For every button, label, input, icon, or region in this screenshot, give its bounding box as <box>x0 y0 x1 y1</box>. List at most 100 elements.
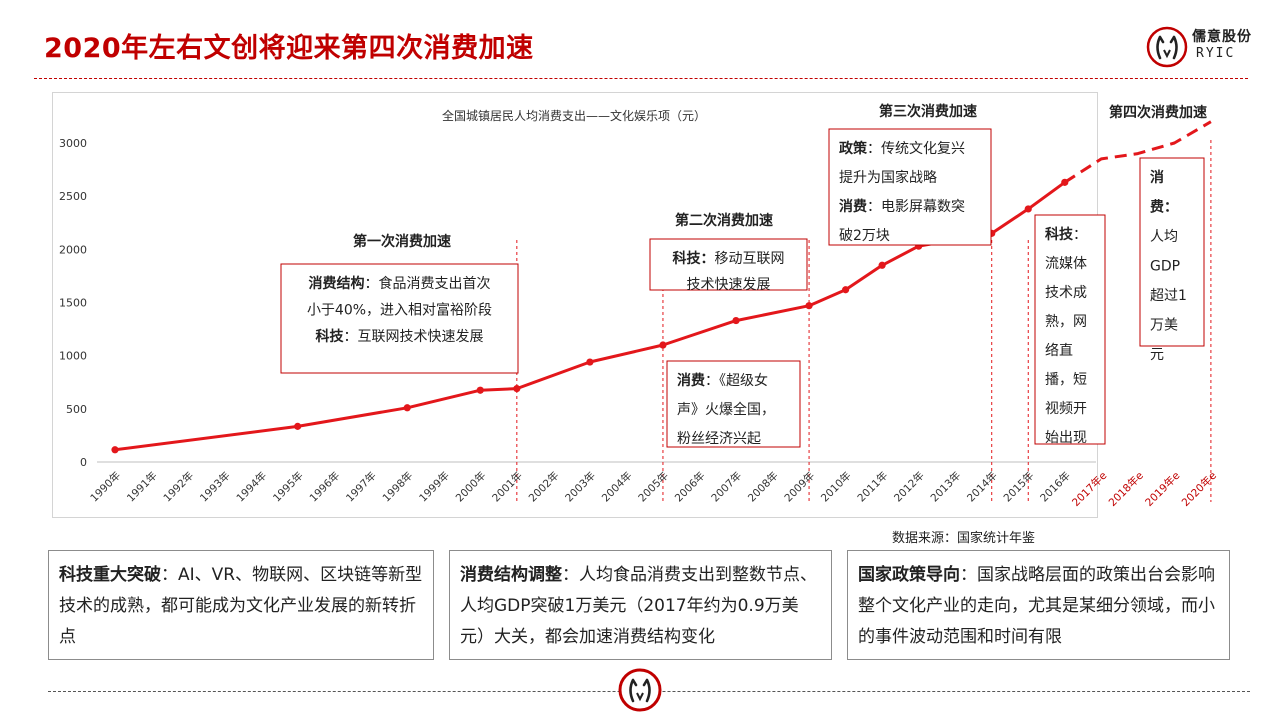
x-tick-label: 2003年 <box>562 469 598 505</box>
y-tick-label: 1000 <box>59 350 87 363</box>
annotation-text: 万美 <box>1150 318 1178 334</box>
annotation-box <box>1034 214 1106 445</box>
x-tick-label: 2016年 <box>1037 469 1073 505</box>
annotation-keyword: 消 <box>1150 169 1164 186</box>
note-policy-guidance: 国家政策导向：国家战略层面的政策出台会影响整个文化产业的走向，尤其是某细分领域，… <box>847 550 1230 660</box>
y-tick-label: 2500 <box>59 190 87 203</box>
stage-heading: 第二次消费加速 <box>675 212 773 229</box>
annotation-line: 始出现 <box>1045 430 1087 446</box>
y-tick-label: 0 <box>80 456 87 469</box>
y-tick-label: 1500 <box>59 297 87 310</box>
annotation-line: 熟，网 <box>1045 314 1087 330</box>
annotation-text: ：电影屏幕数突 <box>867 199 965 215</box>
x-tick-label: 1993年 <box>197 469 233 505</box>
data-point <box>294 422 302 430</box>
annotation-line: 消费：电影屏幕数突 <box>839 198 965 215</box>
annotation-text: 小于40%，进入相对富裕阶段 <box>307 302 492 319</box>
consumption-line-chart: 全国城镇居民人均消费支出——文化娱乐项（元） 0 500 1000 1500 2000 25… <box>59 103 1219 509</box>
annotation-line: 技术成 <box>1045 285 1087 301</box>
annotation-text: 粉丝经济兴起 <box>677 431 761 447</box>
annotation-line: 消 <box>1150 169 1164 186</box>
annotation-box <box>1139 157 1205 347</box>
annotation-text: 人均 <box>1150 229 1178 245</box>
annotation-line: 粉丝经济兴起 <box>677 431 761 447</box>
annotation-line: 技术快速发展 <box>687 277 771 293</box>
data-point <box>1061 178 1069 186</box>
y-tick-label: 500 <box>66 403 87 416</box>
annotation-keyword: 科技 <box>316 328 345 345</box>
x-tick-label: 2013年 <box>928 469 964 505</box>
x-tick-label: 1994年 <box>234 469 270 505</box>
logo-name-en: RYIC <box>1196 46 1236 61</box>
x-tick-label: 1996年 <box>307 469 343 505</box>
x-tick-label: 2019年e <box>1142 469 1182 509</box>
stage-heading: 第四次消费加速 <box>1109 104 1207 121</box>
data-point <box>659 341 667 349</box>
annotation-text: 技术快速发展 <box>687 277 771 293</box>
note-text: ：AI、VR、物联网、区块链等新型技术的成熟，都可能成为文化产业发展的新转折点 <box>59 565 423 647</box>
note-heading: 国家政策导向 <box>858 565 960 585</box>
x-tick-label: 2018年e <box>1106 469 1146 509</box>
annotation-keyword: 科技： <box>673 250 715 267</box>
note-consumption-structure: 消费结构调整：人均食品消费支出到整数节点、人均GDP突破1万美元（2017年约为… <box>449 550 832 660</box>
annotation-text: 超过1 <box>1150 288 1187 304</box>
x-tick-label: 1992年 <box>161 469 197 505</box>
y-tick-label: 3000 <box>59 137 87 150</box>
x-tick-label: 2007年 <box>709 469 745 505</box>
x-tick-label: 2010年 <box>818 469 854 505</box>
data-point <box>586 358 594 366</box>
x-tick-label: 2017年e <box>1069 469 1109 509</box>
annotation-text: 提升为国家战略 <box>839 169 937 186</box>
annotation-text: 始出现 <box>1045 430 1087 446</box>
annotation-line: 元 <box>1150 347 1164 363</box>
data-source: 数据来源：国家统计年鉴 <box>892 531 1036 546</box>
annotation-text: 元 <box>1150 347 1164 363</box>
annotation-keyword: 消费 <box>839 198 867 215</box>
y-tick-label: 2000 <box>59 243 87 256</box>
x-tick-label: 1997年 <box>343 469 379 505</box>
data-point <box>1024 205 1032 213</box>
annotation-text: ： <box>1073 227 1087 243</box>
annotation-keyword: 消费 <box>677 372 705 389</box>
annotation-text: ：互联网技术快速发展 <box>344 329 484 345</box>
logo-name-cn: 儒意股份 <box>1192 29 1252 45</box>
annotation-text: 移动互联网 <box>715 251 785 267</box>
annotation-text: 熟，网 <box>1045 314 1087 330</box>
annotation-keyword: 科技 <box>1045 226 1074 243</box>
x-tick-label: 1991年 <box>124 469 160 505</box>
annotation-keyword: 消费结构 <box>309 275 365 292</box>
x-tick-label: 2009年 <box>782 469 818 505</box>
x-tick-label: 1998年 <box>380 469 416 505</box>
data-point <box>111 446 119 454</box>
annotation-text: ：传统文化复兴 <box>867 140 965 157</box>
x-tick-label: 2005年 <box>636 469 672 505</box>
note-text: ：国家战略层面的政策出台会影响整个文化产业的走向，尤其是某细分领域，而小的事件波… <box>858 565 1215 647</box>
annotation-text: 播，短 <box>1045 372 1087 388</box>
annotation-text: 技术成 <box>1045 285 1087 301</box>
x-tick-label: 2000年 <box>453 469 489 505</box>
note-text: ：人均食品消费支出到整数节点、人均GDP突破1万美元（2017年约为0.9万美元… <box>460 565 817 647</box>
annotation-box <box>666 360 801 448</box>
annotation-line: 提升为国家战略 <box>839 169 937 186</box>
note-heading: 科技重大突破 <box>59 565 161 585</box>
annotation-line: 小于40%，进入相对富裕阶段 <box>307 302 492 319</box>
annotation-line: 超过1 <box>1150 288 1187 304</box>
annotation-text: ：《超级女 <box>705 372 768 389</box>
annotation-line: 视频开 <box>1045 401 1087 417</box>
data-point <box>842 286 850 294</box>
x-tick-label: 1995年 <box>270 469 306 505</box>
note-heading: 消费结构调整 <box>460 565 562 585</box>
footer-logo-icon <box>618 668 662 712</box>
annotation-line: 费： <box>1150 199 1178 216</box>
annotation-line: 人均 <box>1150 229 1178 245</box>
annotation-line: 消费：《超级女 <box>677 372 768 389</box>
annotation-line: GDP <box>1150 259 1180 275</box>
data-point <box>805 302 813 310</box>
annotation-line: 科技： <box>1045 226 1087 243</box>
data-point <box>513 385 521 393</box>
data-point <box>403 404 411 412</box>
annotation-text: 视频开 <box>1045 401 1087 417</box>
annotation-line: 万美 <box>1150 318 1178 334</box>
data-point <box>476 386 484 394</box>
x-tick-label: 2015年 <box>1001 469 1037 505</box>
